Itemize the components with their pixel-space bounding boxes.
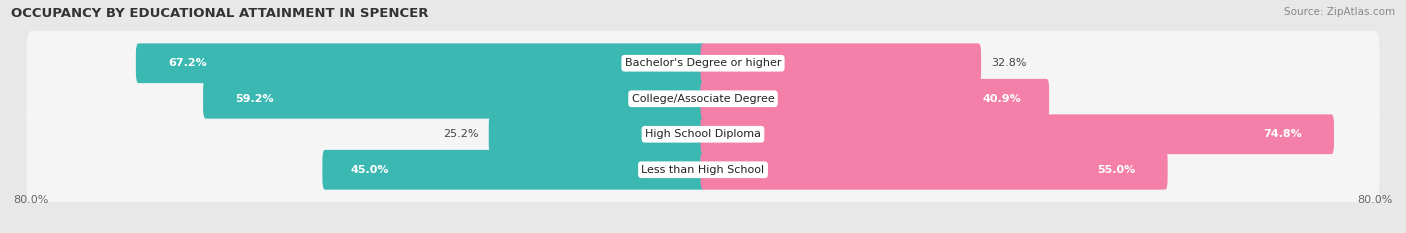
- Text: Less than High School: Less than High School: [641, 165, 765, 175]
- FancyBboxPatch shape: [489, 114, 706, 154]
- Text: Bachelor's Degree or higher: Bachelor's Degree or higher: [624, 58, 782, 68]
- FancyBboxPatch shape: [27, 66, 1379, 131]
- Text: Source: ZipAtlas.com: Source: ZipAtlas.com: [1284, 7, 1395, 17]
- Text: 74.8%: 74.8%: [1264, 129, 1302, 139]
- FancyBboxPatch shape: [27, 31, 1379, 96]
- Text: 25.2%: 25.2%: [443, 129, 478, 139]
- Text: 55.0%: 55.0%: [1098, 165, 1136, 175]
- Text: 40.9%: 40.9%: [983, 94, 1021, 104]
- FancyBboxPatch shape: [27, 137, 1379, 202]
- FancyBboxPatch shape: [27, 102, 1379, 167]
- FancyBboxPatch shape: [202, 79, 706, 119]
- FancyBboxPatch shape: [322, 150, 706, 190]
- Text: OCCUPANCY BY EDUCATIONAL ATTAINMENT IN SPENCER: OCCUPANCY BY EDUCATIONAL ATTAINMENT IN S…: [11, 7, 429, 20]
- FancyBboxPatch shape: [700, 43, 981, 83]
- Text: College/Associate Degree: College/Associate Degree: [631, 94, 775, 104]
- FancyBboxPatch shape: [700, 114, 1334, 154]
- FancyBboxPatch shape: [700, 150, 1167, 190]
- FancyBboxPatch shape: [700, 79, 1049, 119]
- Text: 67.2%: 67.2%: [167, 58, 207, 68]
- Text: 45.0%: 45.0%: [350, 165, 388, 175]
- Text: 59.2%: 59.2%: [235, 94, 274, 104]
- Text: 32.8%: 32.8%: [991, 58, 1026, 68]
- Text: High School Diploma: High School Diploma: [645, 129, 761, 139]
- FancyBboxPatch shape: [136, 43, 706, 83]
